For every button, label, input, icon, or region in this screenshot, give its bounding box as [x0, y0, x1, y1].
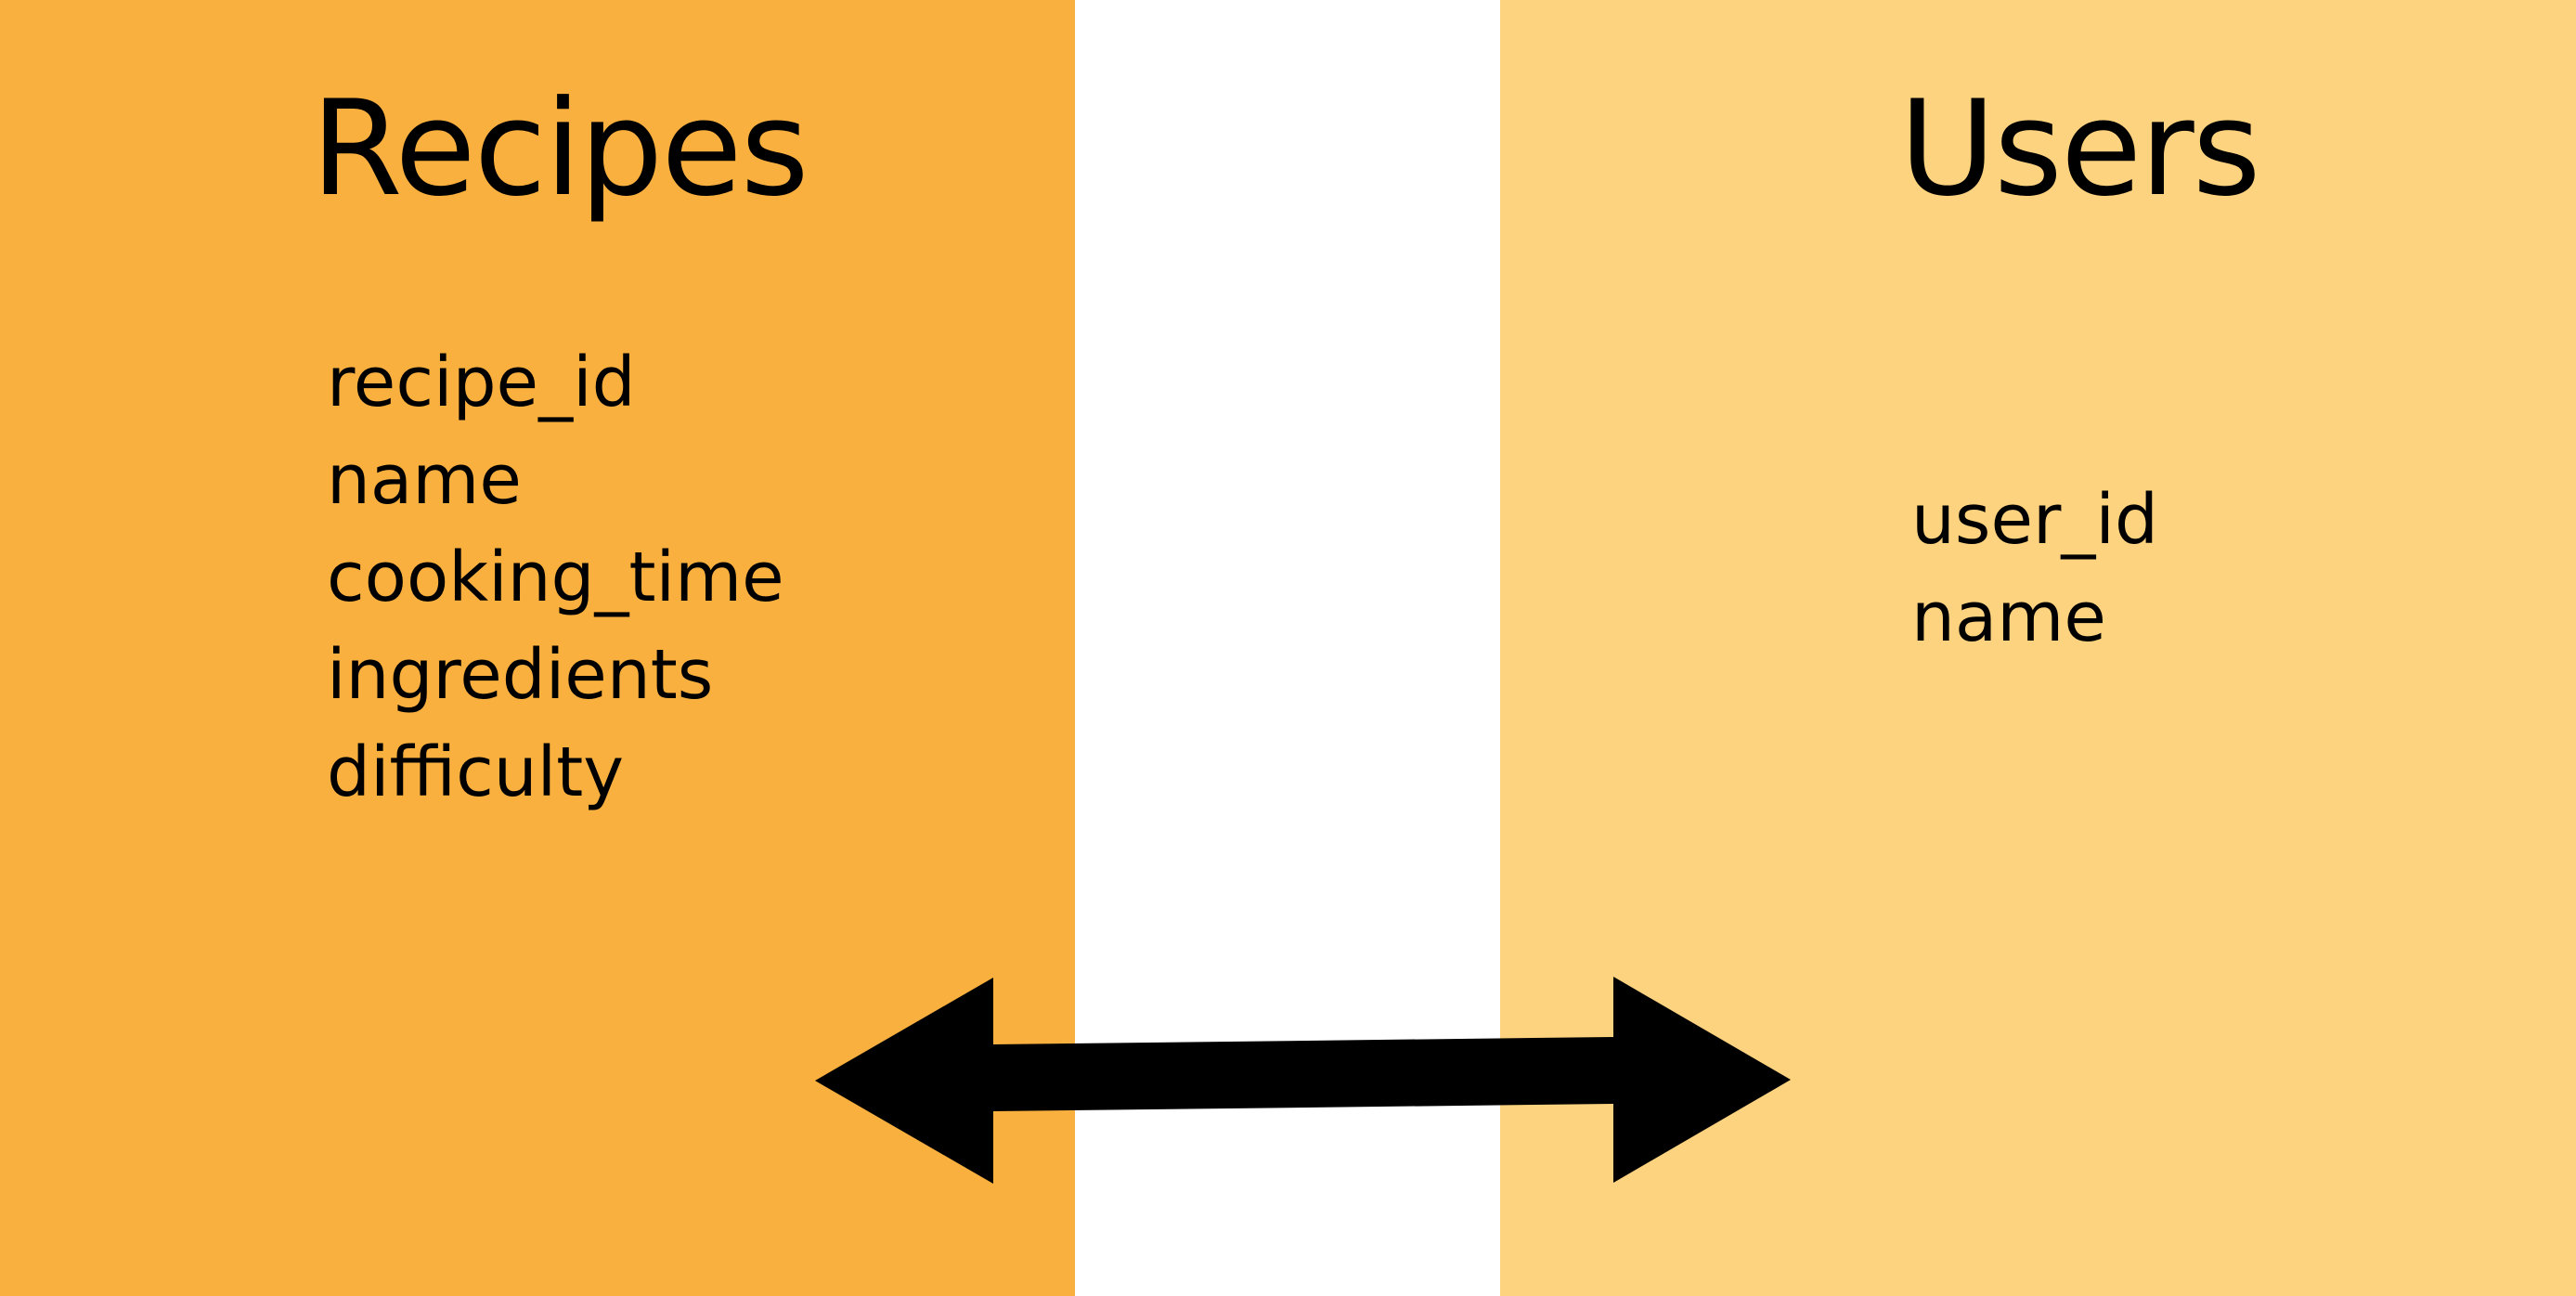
field-user-name: name	[1911, 577, 2106, 657]
field-name: name	[327, 440, 522, 520]
users-field-list: user_id name	[1911, 472, 2158, 667]
field-ingredients: ingredients	[327, 635, 714, 715]
field-cooking-time: cooking_time	[327, 538, 784, 617]
users-title: Users	[1899, 72, 2261, 226]
recipes-title: Recipes	[311, 72, 809, 226]
recipes-panel: Recipes recipe_id name cooking_time ingr…	[0, 0, 1075, 1296]
field-difficulty: difficulty	[327, 732, 625, 812]
recipes-field-list: recipe_id name cooking_time ingredients …	[327, 334, 784, 822]
field-user-id: user_id	[1911, 480, 2158, 560]
field-recipe-id: recipe_id	[327, 343, 636, 422]
users-panel: Users user_id name	[1500, 0, 2576, 1296]
